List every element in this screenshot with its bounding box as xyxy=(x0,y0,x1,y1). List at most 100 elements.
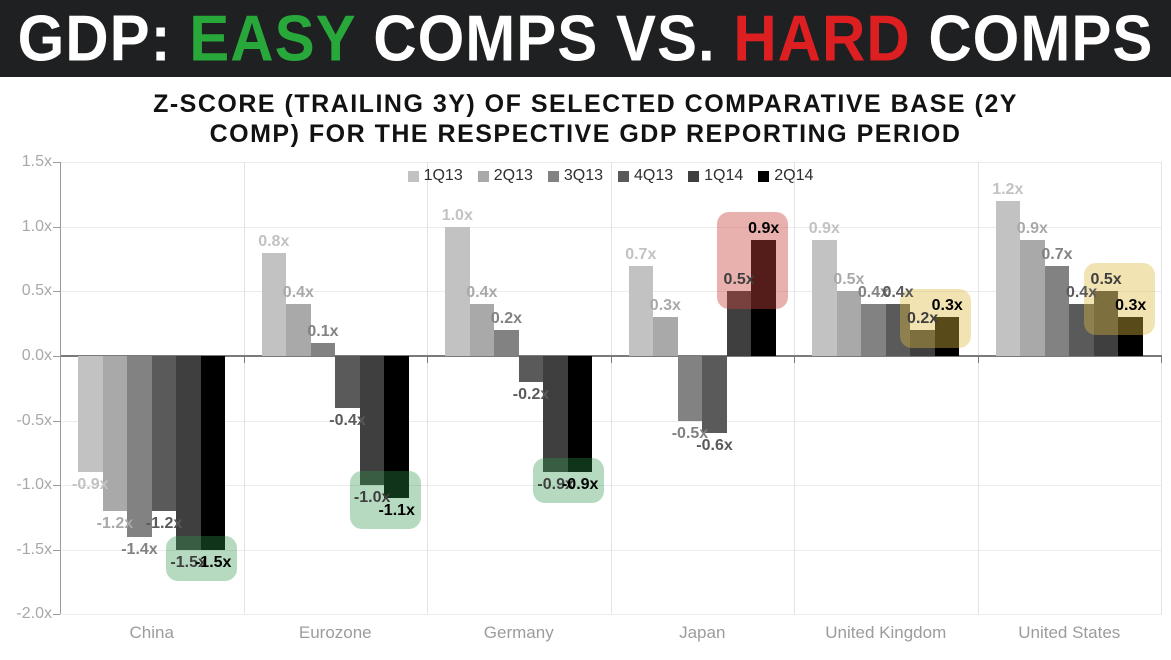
bar xyxy=(567,356,593,473)
zero-axis-tick xyxy=(977,356,979,363)
bar xyxy=(494,330,519,356)
chart-legend: 1Q13 2Q13 3Q13 4Q13 1Q14 2Q14 xyxy=(60,167,1161,185)
bar-label: 0.7x xyxy=(625,245,657,263)
gridline-vertical xyxy=(427,162,428,615)
bar xyxy=(1118,317,1143,356)
legend-item: 4Q13 xyxy=(618,167,673,185)
bar-label: 0.9x xyxy=(1016,219,1048,237)
y-axis-tick xyxy=(53,420,60,422)
bar xyxy=(445,226,470,356)
gridline-vertical xyxy=(243,162,245,615)
legend-swatch-icon xyxy=(407,170,419,182)
title-text-comps: COMPS xyxy=(910,2,1154,75)
bar-label: 0.4x xyxy=(466,284,498,302)
bar-label: 1.0x xyxy=(441,206,473,224)
category-label: Japan xyxy=(679,623,726,642)
bar xyxy=(836,291,862,356)
zero-axis-tick xyxy=(427,356,428,363)
legend-swatch-icon xyxy=(758,170,770,182)
highlight-box xyxy=(166,535,238,581)
legend-swatch-icon xyxy=(547,170,559,182)
legend-item: 3Q13 xyxy=(547,167,603,185)
bar-label: -1.2x xyxy=(96,514,134,532)
bar xyxy=(1093,291,1119,356)
chart-subtitle: Z-SCORE (TRAILING 3Y) OF SELECTED COMPAR… xyxy=(0,89,1171,149)
category-label: Eurozone xyxy=(298,623,372,642)
gridline-vertical xyxy=(794,162,795,615)
bar-label: -1.0x xyxy=(353,489,391,507)
y-axis-tick xyxy=(53,291,60,293)
bar-label: 0.2x xyxy=(490,310,523,328)
legend-item: 2Q13 xyxy=(477,167,533,185)
bar xyxy=(261,252,287,356)
bar xyxy=(934,317,960,356)
y-axis-tick-label: 0.5x xyxy=(21,282,52,300)
zero-axis-tick xyxy=(794,356,795,363)
gridline-vertical xyxy=(1161,162,1162,615)
zero-axis-tick xyxy=(1161,356,1162,363)
y-axis-tick xyxy=(53,226,60,228)
highlight-box xyxy=(533,458,605,504)
y-axis-tick-label: 1.0x xyxy=(21,217,52,235)
y-axis-tick-label: -2.0x xyxy=(16,605,52,623)
y-axis-tick xyxy=(53,614,60,616)
bar-label: -0.9x xyxy=(537,476,574,494)
bar xyxy=(359,356,385,486)
bar-label: -0.4x xyxy=(329,411,366,429)
highlight-box xyxy=(900,289,972,349)
y-axis-tick-label: -1.5x xyxy=(16,540,52,558)
legend-label: 2Q14 xyxy=(774,167,814,184)
legend-item: 1Q13 xyxy=(407,167,463,185)
legend-swatch-icon xyxy=(688,170,700,182)
bar-label: 0.5x xyxy=(723,271,755,289)
title-text-easy: EASY xyxy=(189,2,356,75)
bar xyxy=(335,356,360,408)
bar xyxy=(702,356,727,434)
y-axis-tick-label: -1.0x xyxy=(16,476,52,494)
bar-label: 0.5x xyxy=(1090,271,1122,289)
bar-label: 0.8x xyxy=(258,232,290,250)
bar xyxy=(384,356,409,499)
bar xyxy=(469,304,495,356)
legend-label: 1Q14 xyxy=(704,167,744,184)
bar-label: -0.9x xyxy=(72,476,109,494)
category-label: Germany xyxy=(483,623,554,642)
category-label: United Kingdom xyxy=(825,623,947,642)
bar-label: 0.3x xyxy=(649,297,681,315)
title-text-gdp: GDP: xyxy=(17,2,190,75)
bar-label: 0.3x xyxy=(931,297,963,315)
category-label: China xyxy=(129,623,174,642)
bar xyxy=(885,304,911,356)
bar-label: -1.5x xyxy=(170,553,207,571)
y-axis-tick xyxy=(53,162,60,164)
bar xyxy=(677,356,703,421)
title-banner: GDP: EASY COMPS VS. HARD COMPS xyxy=(0,0,1171,77)
bar-label: -0.9x xyxy=(561,476,599,494)
bar xyxy=(102,356,128,511)
bar xyxy=(286,304,311,356)
bar-label: -0.6x xyxy=(696,437,733,455)
bar-label: 0.9x xyxy=(808,219,840,237)
legend-swatch-icon xyxy=(477,170,489,182)
legend-label: 3Q13 xyxy=(563,167,603,184)
legend-swatch-icon xyxy=(618,170,629,182)
bar-label: 0.1x xyxy=(307,323,339,341)
y-axis-tick xyxy=(53,356,60,357)
bar xyxy=(910,330,935,356)
bar-label: 0.4x xyxy=(857,284,890,302)
legend-label: 4Q13 xyxy=(634,167,674,184)
bar-label: 0.4x xyxy=(282,284,314,302)
highlight-box xyxy=(716,211,788,310)
y-axis-tick xyxy=(53,549,60,551)
gridline-vertical xyxy=(977,162,979,615)
bar-label: -0.5x xyxy=(671,424,709,442)
title-text-hard: HARD xyxy=(733,2,911,75)
legend-item: 1Q14 xyxy=(688,167,743,185)
title-text-comps-vs: COMPS VS. xyxy=(355,2,734,75)
bar-label: 0.3x xyxy=(1115,297,1147,315)
bar-label: 0.2x xyxy=(907,310,939,328)
bar-label: -1.1x xyxy=(378,502,415,520)
bar xyxy=(1044,265,1070,356)
gridline-horizontal xyxy=(60,614,1162,616)
bar-label: 0.4x xyxy=(1065,284,1098,302)
